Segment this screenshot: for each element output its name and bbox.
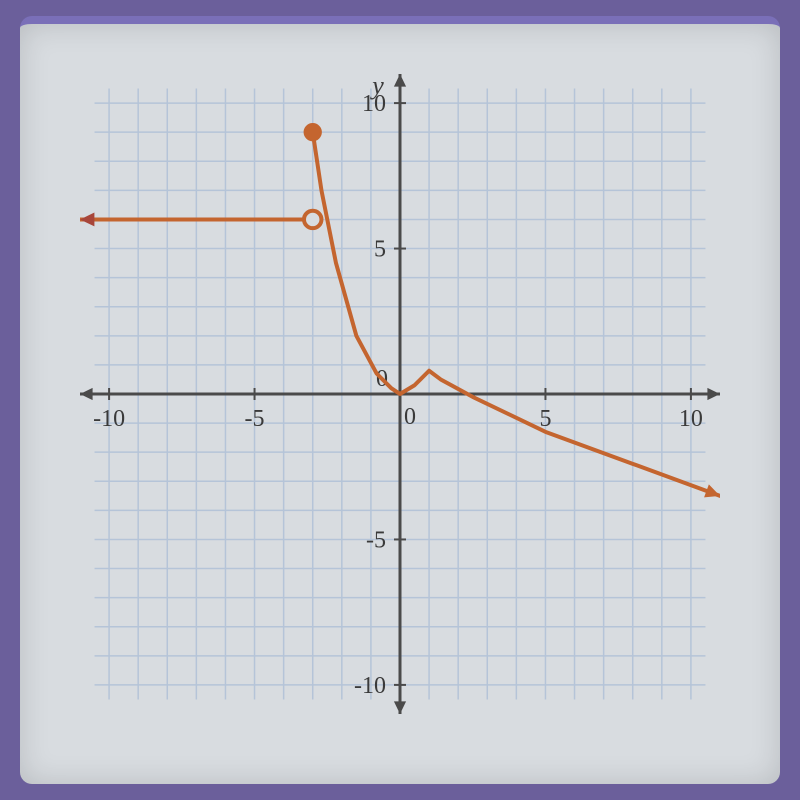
svg-text:-5: -5	[366, 527, 386, 553]
svg-text:10: 10	[679, 406, 703, 432]
svg-text:0: 0	[404, 404, 416, 430]
chart-svg: 510-10-5510-10-500yx	[80, 74, 720, 714]
svg-text:-10: -10	[93, 406, 125, 432]
chart-frame: 510-10-5510-10-500yx	[20, 16, 780, 784]
svg-text:5: 5	[374, 237, 386, 263]
chart-container: 510-10-5510-10-500yx	[80, 74, 720, 714]
svg-text:-5: -5	[245, 406, 265, 432]
svg-text:-10: -10	[354, 673, 386, 699]
svg-text:y: y	[369, 74, 384, 100]
